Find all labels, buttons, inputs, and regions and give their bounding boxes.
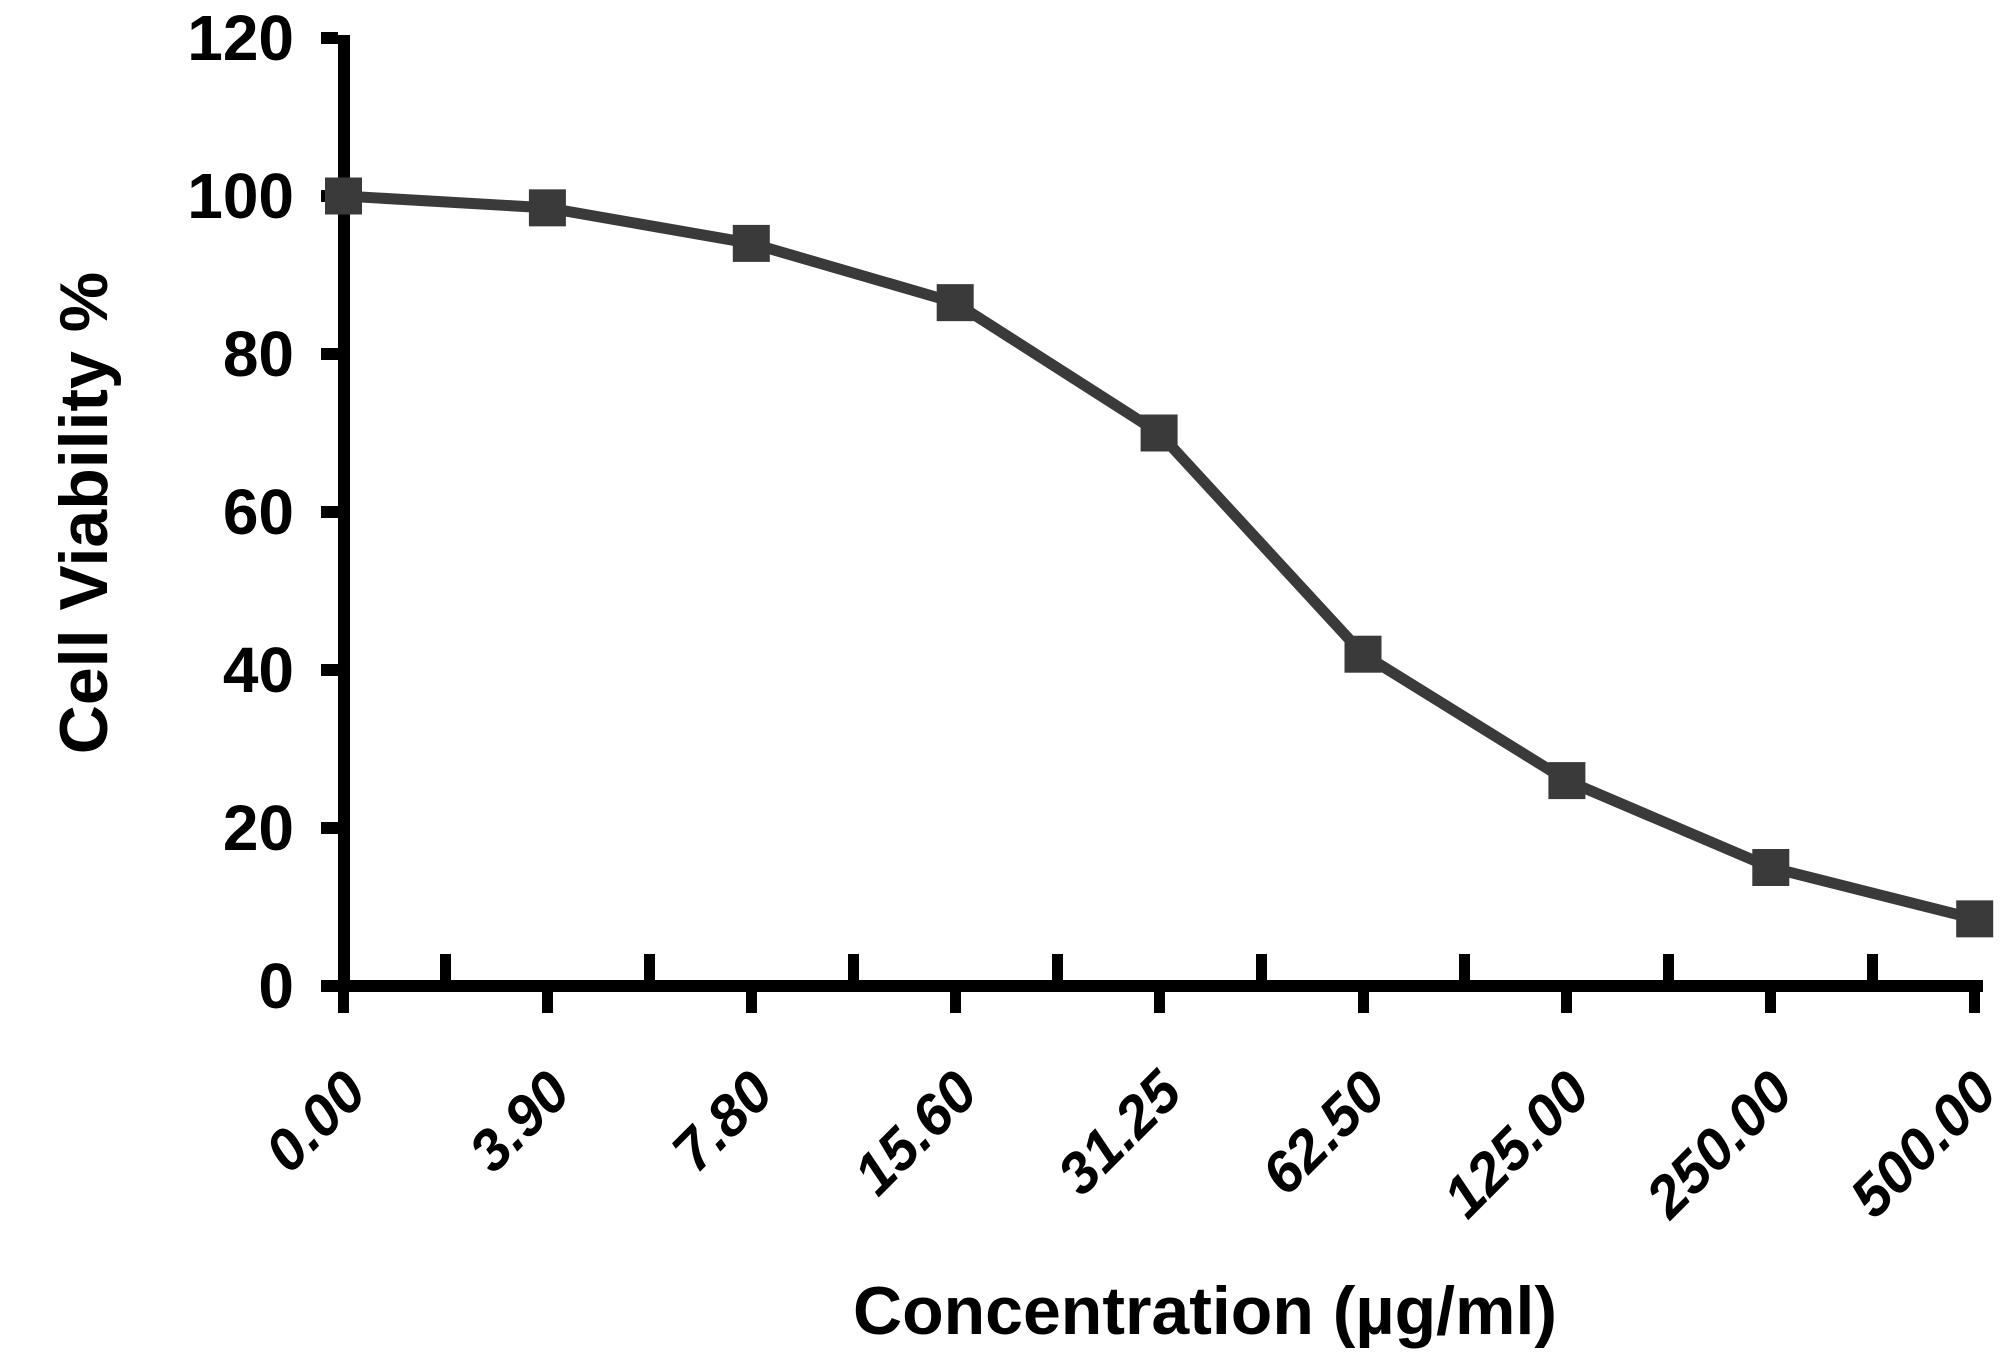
data-point-marker (1548, 762, 1586, 800)
y-tick-label: 40 (222, 634, 294, 706)
x-axis-minor-tick (439, 954, 451, 980)
y-tick-label: 100 (187, 160, 294, 232)
data-point-marker (1956, 900, 1994, 938)
y-tick-label: 20 (222, 792, 294, 864)
x-axis-minor-tick (1663, 954, 1675, 980)
y-axis-tick (321, 506, 338, 518)
data-point-marker (936, 284, 974, 322)
x-axis-minor-tick (1867, 954, 1879, 980)
y-axis-tick (321, 822, 338, 834)
x-axis-tick (338, 986, 349, 1013)
x-axis-minor-tick (643, 954, 655, 980)
y-tick-label: 120 (187, 2, 294, 74)
y-tick-label: 0 (258, 950, 294, 1022)
y-axis-tick (321, 32, 338, 44)
data-point-marker (1140, 414, 1178, 452)
data-point-marker (528, 189, 566, 227)
x-axis-tick (949, 986, 961, 1013)
x-axis-tick (1765, 986, 1777, 1013)
y-axis-tick (321, 980, 338, 992)
x-axis-minor-tick (847, 954, 859, 980)
x-axis-tick (745, 986, 757, 1013)
data-point-marker (732, 224, 770, 262)
data-point-marker (1752, 849, 1790, 886)
x-axis-tick (1561, 986, 1573, 1013)
x-axis-minor-tick (1255, 954, 1267, 980)
data-point-marker (1344, 635, 1382, 673)
y-tick-label: 60 (222, 476, 294, 548)
x-axis-minor-tick (1051, 954, 1063, 980)
y-axis-line (338, 35, 350, 992)
x-axis-tick (541, 986, 553, 1013)
y-axis-tick (321, 348, 338, 360)
x-axis-minor-tick (1459, 954, 1471, 980)
x-axis-tick (1153, 986, 1165, 1013)
data-point-marker (325, 177, 362, 215)
x-axis-title: Concentration (µg/ml) (852, 1273, 1558, 1349)
x-axis-tick (1969, 986, 1981, 1013)
y-tick-label: 80 (222, 318, 294, 390)
x-axis-tick (1357, 986, 1369, 1013)
y-axis-tick (321, 664, 338, 676)
data-line (343, 190, 1977, 925)
